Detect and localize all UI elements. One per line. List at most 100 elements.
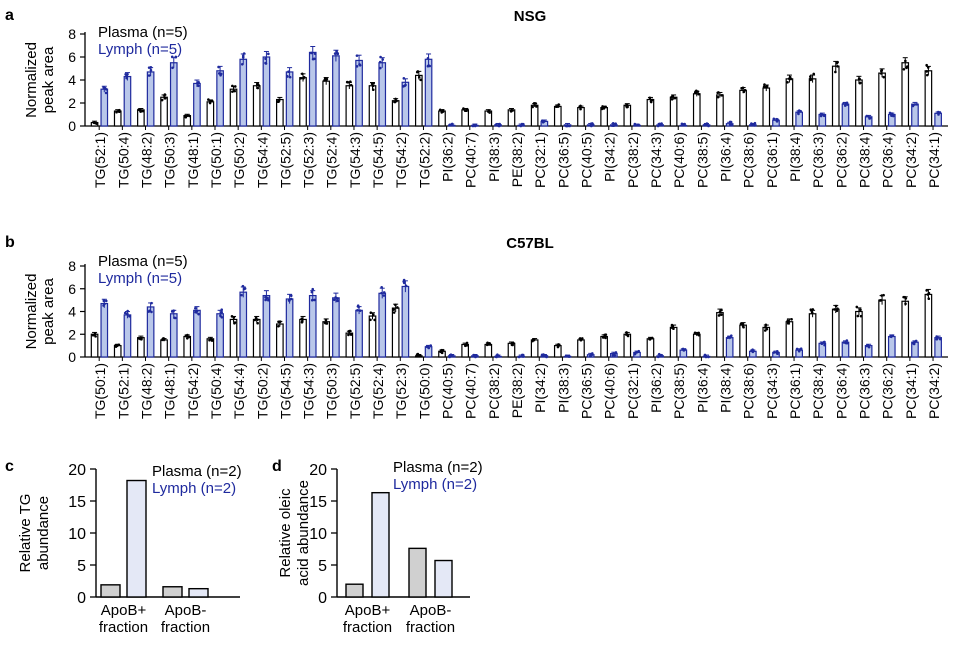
replicate-dot	[512, 341, 515, 345]
replicate-dot	[208, 101, 212, 105]
replicate-dot	[150, 301, 153, 305]
replicate-dot	[233, 85, 237, 88]
replicate-dot	[740, 86, 743, 90]
replicate-dot	[775, 349, 779, 353]
replicate-dot	[488, 341, 491, 345]
bar-lymph	[332, 297, 340, 358]
replicate-dot	[836, 307, 839, 310]
replicate-dot	[568, 355, 571, 358]
x-tick-label: PE(38:2)	[509, 132, 525, 187]
replicate-dot	[163, 96, 167, 100]
replicate-dot	[716, 95, 720, 99]
replicate-dot	[416, 352, 420, 356]
bar-plasma	[162, 586, 183, 598]
replicate-dot	[256, 318, 259, 322]
replicate-dot	[256, 86, 260, 90]
replicate-dot	[681, 347, 685, 351]
replicate-dot	[139, 110, 142, 113]
replicate-dot	[751, 348, 754, 352]
bar-lymph	[401, 81, 410, 127]
replicate-dot	[415, 70, 419, 74]
replicate-dot	[859, 308, 862, 311]
replicate-dot	[753, 121, 757, 125]
bar-plasma	[924, 70, 933, 127]
bar-lymph	[285, 71, 294, 127]
y-axis-label: peak area	[40, 277, 57, 344]
bar-lymph	[216, 70, 224, 127]
y-axis-label: acid abundance	[295, 480, 312, 586]
y-tick-label: 2	[68, 95, 76, 111]
replicate-dot	[843, 104, 847, 107]
y-tick-label: 15	[68, 494, 86, 511]
replicate-dot	[670, 97, 674, 101]
replicate-dot	[858, 77, 861, 81]
x-tick-label: fraction	[406, 619, 455, 636]
replicate-dot	[207, 98, 210, 101]
legend-lymph: Lymph (n=5)	[98, 270, 182, 287]
panel-letter-b: b	[5, 234, 15, 251]
replicate-dot	[380, 286, 383, 289]
bar-lymph	[355, 59, 363, 127]
replicate-dot	[264, 61, 267, 65]
replicate-dot	[104, 91, 108, 95]
chart-a	[80, 32, 948, 130]
replicate-dot	[542, 353, 545, 356]
replicate-dot	[287, 70, 290, 73]
x-tick-label: PC(34:2)	[903, 132, 919, 188]
bar-plasma	[785, 78, 794, 127]
replicate-dot	[867, 345, 871, 349]
bar-plasma	[646, 98, 655, 127]
replicate-dot	[91, 333, 95, 337]
replicate-dot	[600, 107, 604, 111]
replicate-dot	[836, 60, 839, 64]
replicate-dot	[103, 86, 107, 90]
replicate-dot	[124, 72, 127, 76]
x-tick-label: PC(36:1)	[787, 363, 803, 419]
bar-lymph	[239, 291, 248, 358]
chart-d	[331, 468, 470, 598]
replicate-dot	[309, 51, 313, 55]
replicate-dot	[102, 304, 105, 307]
y-tick-label: 0	[318, 590, 327, 607]
replicate-dot	[233, 89, 237, 93]
replicate-dot	[114, 345, 118, 348]
replicate-dot	[197, 312, 200, 316]
replicate-dot	[799, 347, 803, 350]
legend-lymph: Lymph (n=2)	[393, 476, 477, 493]
replicate-dot	[891, 334, 895, 337]
replicate-dot	[557, 343, 561, 347]
bar-plasma	[878, 72, 886, 127]
replicate-dot	[728, 120, 732, 124]
replicate-dot	[173, 316, 177, 320]
x-tick-label: PC(36:3)	[856, 363, 872, 419]
replicate-dot	[509, 110, 513, 113]
bar-plasma	[484, 343, 493, 358]
replicate-dot	[614, 122, 617, 125]
replicate-dot	[809, 308, 813, 311]
bar-lymph	[146, 306, 155, 358]
replicate-dot	[404, 284, 408, 288]
x-tick-label: PC(36:2)	[880, 363, 896, 419]
replicate-dot	[797, 349, 801, 353]
replicate-dot	[417, 75, 421, 79]
replicate-dot	[556, 345, 560, 349]
legend-lymph: Lymph (n=2)	[152, 480, 236, 497]
replicate-dot	[938, 111, 942, 114]
replicate-dot	[393, 100, 396, 104]
replicate-dot	[392, 311, 396, 314]
replicate-dot	[485, 343, 489, 347]
x-tick-label: TG(52:1)	[92, 132, 108, 188]
replicate-dot	[579, 107, 582, 111]
replicate-dot	[137, 337, 141, 340]
replicate-dot	[370, 82, 374, 86]
replicate-dot	[819, 114, 823, 118]
bar-plasma	[530, 104, 539, 127]
bar-plasma	[692, 333, 701, 358]
replicate-dot	[427, 64, 430, 67]
y-tick-label: 8	[68, 258, 76, 274]
bar-lymph	[188, 587, 209, 598]
x-tick-label: PI(38:4)	[787, 132, 803, 182]
x-tick-label: TG(50:3)	[162, 132, 178, 188]
replicate-dot	[637, 349, 641, 353]
